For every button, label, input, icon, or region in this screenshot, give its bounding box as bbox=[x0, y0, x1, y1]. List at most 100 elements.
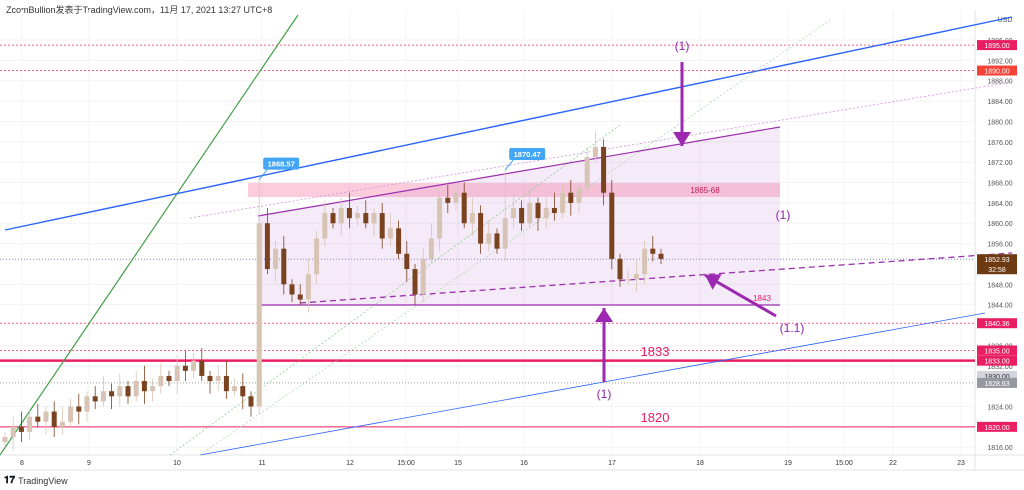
candle-body bbox=[379, 213, 385, 239]
countdown-label: 32:58 bbox=[988, 267, 1006, 274]
candle-body bbox=[84, 396, 90, 412]
candle-body bbox=[535, 202, 541, 219]
candle-body bbox=[658, 253, 664, 259]
price-callout-box bbox=[509, 147, 546, 160]
candle-body bbox=[404, 253, 410, 270]
y-tick-label: 1868.00 bbox=[987, 181, 1012, 188]
candle-body bbox=[43, 411, 49, 422]
candle-body bbox=[174, 365, 180, 382]
candle-body bbox=[256, 223, 262, 407]
y-tick-label: 1888.00 bbox=[987, 79, 1012, 86]
candle-body bbox=[150, 386, 156, 392]
candle-body bbox=[305, 274, 311, 300]
candle-body bbox=[27, 416, 33, 432]
bottom-arrow-label: (1) bbox=[597, 387, 612, 401]
candle-body bbox=[519, 207, 525, 224]
y-tick-label: 1844.00 bbox=[987, 303, 1012, 310]
candle-body bbox=[117, 386, 123, 397]
diagonal-arrow-label: (1.1) bbox=[780, 321, 805, 335]
magenta-dotted-line bbox=[189, 81, 1013, 219]
tradingview-logo-icon: 𝟏𝟕 bbox=[4, 475, 16, 486]
candle-body bbox=[445, 197, 451, 203]
y-tick-label: 1860.00 bbox=[987, 221, 1012, 228]
footer-logo-text: TradingView bbox=[18, 475, 68, 486]
blue-upper-trendline bbox=[4, 16, 1013, 231]
right-wave-label: (1) bbox=[776, 208, 791, 222]
candle-body bbox=[412, 269, 418, 295]
candle-body bbox=[355, 213, 361, 219]
x-tick-label: 9 bbox=[87, 460, 91, 467]
candle-body bbox=[207, 375, 213, 382]
candle-body bbox=[51, 411, 57, 427]
price-axis-label-text: 1833.00 bbox=[984, 359, 1009, 366]
candle-body bbox=[420, 258, 426, 295]
candle-body bbox=[10, 426, 16, 438]
candle-body bbox=[2, 437, 8, 443]
price-callout-box bbox=[263, 157, 300, 170]
price-axis-label-text: 1840.36 bbox=[984, 321, 1009, 328]
candle-body bbox=[461, 192, 467, 224]
currency-label: USD bbox=[998, 17, 1013, 24]
candle-body bbox=[314, 238, 320, 275]
diagonal-arrow-head-icon bbox=[705, 274, 722, 290]
candle-body bbox=[584, 157, 590, 188]
y-tick-label: 1864.00 bbox=[987, 201, 1012, 208]
x-tick-label: 18 bbox=[696, 460, 704, 467]
candle-body bbox=[625, 279, 631, 281]
price-axis-label-text: 1852.93 bbox=[984, 257, 1009, 264]
candle-body bbox=[478, 213, 484, 244]
x-tick-label: 17 bbox=[608, 460, 616, 467]
candle-body bbox=[560, 192, 566, 214]
candle-body bbox=[59, 421, 65, 427]
candle-body bbox=[486, 233, 492, 244]
price-callout-pointer bbox=[258, 169, 268, 180]
candle-body bbox=[576, 187, 582, 203]
candle-body bbox=[387, 228, 393, 239]
candle-body bbox=[232, 386, 238, 392]
y-tick-label: 1884.00 bbox=[987, 99, 1012, 106]
price-chart[interactable]: 1896.001892.001888.001884.001880.001876.… bbox=[0, 0, 1024, 472]
y-tick-label: 1892.00 bbox=[987, 58, 1012, 65]
candle-body bbox=[510, 207, 516, 219]
y-tick-label: 1856.00 bbox=[987, 242, 1012, 249]
candle-body bbox=[223, 375, 229, 392]
channel-top-line bbox=[257, 126, 781, 217]
candle-body bbox=[527, 202, 533, 224]
price-callout-text: 1868.57 bbox=[268, 160, 295, 169]
candle-body bbox=[601, 146, 607, 193]
zone-label: 1865-68 bbox=[690, 186, 720, 195]
down-arrow-head-icon bbox=[673, 132, 691, 146]
price-axis-label bbox=[977, 65, 1017, 76]
candle-body bbox=[141, 381, 147, 392]
candle-body bbox=[281, 248, 287, 285]
price-axis-label-text: 1820.00 bbox=[984, 425, 1009, 432]
x-tick-label: 19 bbox=[784, 460, 792, 467]
candle-body bbox=[68, 406, 74, 422]
price-callout-pointer bbox=[504, 159, 514, 171]
price-callout-text: 1870.47 bbox=[514, 150, 541, 159]
y-tick-label: 1832.00 bbox=[987, 364, 1012, 371]
candle-body bbox=[330, 213, 336, 224]
candle-body bbox=[18, 426, 24, 432]
candle-body bbox=[338, 207, 344, 224]
price-axis-label bbox=[977, 345, 1017, 356]
candle-body bbox=[437, 197, 443, 239]
candle-body bbox=[240, 386, 246, 397]
y-tick-label: 1872.00 bbox=[987, 160, 1012, 167]
dashed-support-line bbox=[299, 252, 1013, 304]
price-axis-label-text: 1830.00 bbox=[984, 374, 1009, 381]
top-arrow-label: (1) bbox=[675, 39, 690, 53]
candle-body bbox=[633, 274, 639, 280]
blue-lower-trendline bbox=[199, 312, 986, 456]
candle-body bbox=[322, 213, 328, 239]
candle-body bbox=[76, 406, 82, 412]
candle-body bbox=[248, 396, 254, 407]
x-tick-label: 15:00 bbox=[835, 460, 853, 467]
price-axis-label bbox=[977, 355, 1017, 366]
x-tick-label: 8 bbox=[20, 460, 24, 467]
candle-body bbox=[182, 365, 188, 371]
x-tick-label: 11 bbox=[258, 460, 265, 467]
candle-body bbox=[191, 360, 197, 371]
candle-body bbox=[264, 223, 270, 270]
x-tick-label: 10 bbox=[173, 460, 181, 467]
